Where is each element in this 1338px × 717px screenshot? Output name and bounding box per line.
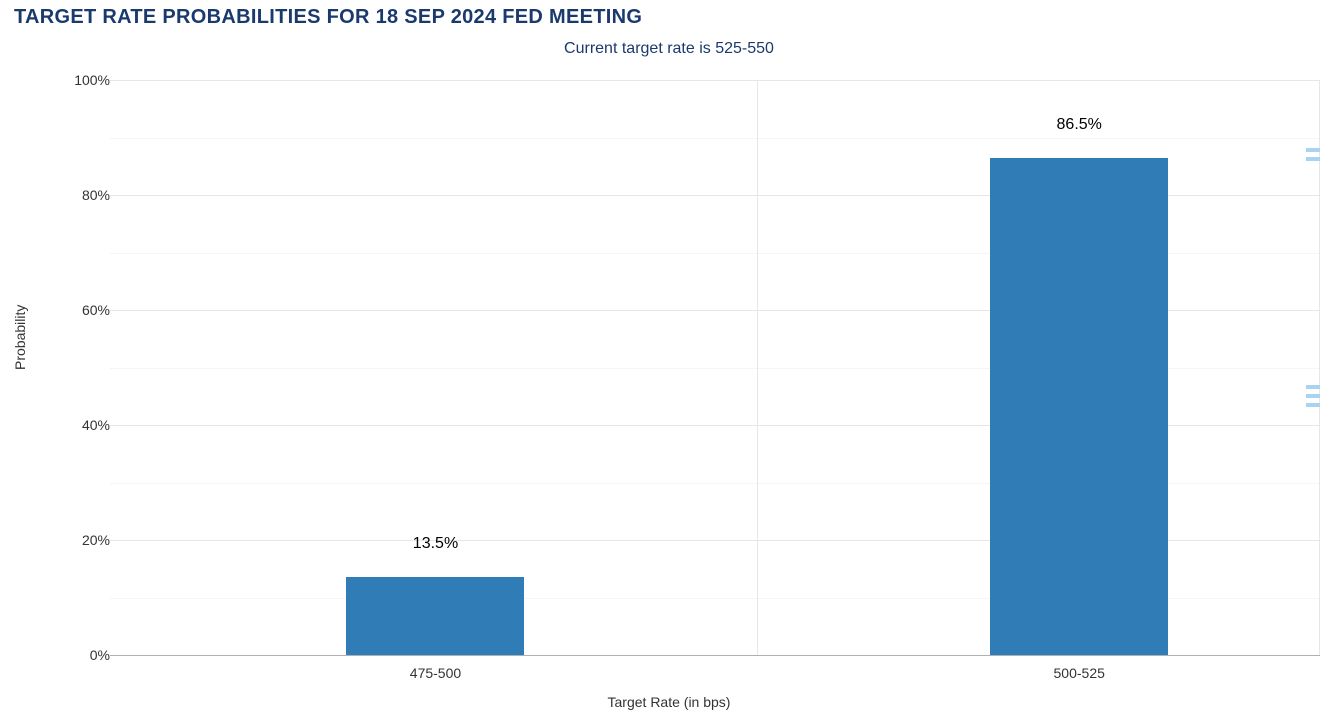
gridline [110,655,1320,656]
gridline [110,138,1320,139]
gridline-vertical [757,80,758,655]
bar[interactable] [990,158,1168,655]
bar[interactable] [346,577,524,655]
chart-subtitle: Current target rate is 525-550 [0,40,1338,58]
chart-title: TARGET RATE PROBABILITIES FOR 18 SEP 202… [14,6,642,29]
y-tick-label: 60% [50,302,110,318]
y-tick-label: 100% [50,72,110,88]
x-tick-label: 475-500 [410,665,461,681]
gridline [110,80,1320,81]
bar-value-label: 13.5% [413,535,458,553]
y-tick-label: 40% [50,417,110,433]
bar-value-label: 86.5% [1057,116,1102,134]
y-tick-label: 0% [50,647,110,663]
y-tick-label: 80% [50,187,110,203]
gridline-vertical [1319,80,1320,655]
y-tick-label: 20% [50,532,110,548]
x-tick-label: 500-525 [1054,665,1105,681]
y-axis-title: Probability [12,305,28,370]
chart-container: TARGET RATE PROBABILITIES FOR 18 SEP 202… [0,0,1338,717]
plot-area: 13.5% 86.5% [110,80,1320,655]
x-axis-title: Target Rate (in bps) [0,694,1338,710]
